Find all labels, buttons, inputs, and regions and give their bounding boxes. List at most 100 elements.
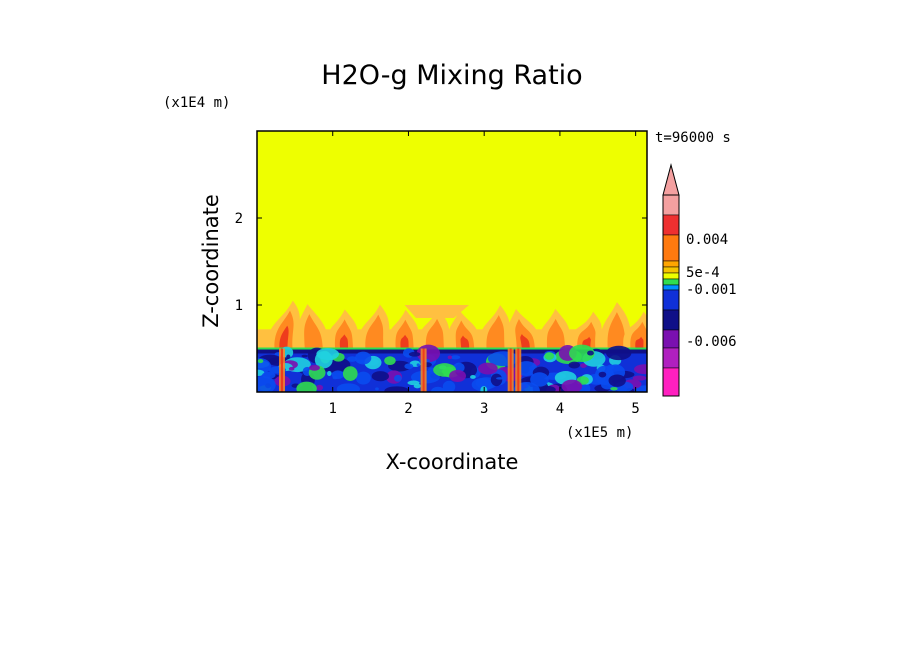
field-blotch: [587, 350, 594, 356]
field-blotch: [371, 371, 389, 382]
colorbar-frame: [662, 194, 680, 397]
plume-core: [274, 310, 294, 349]
field-blotch: [632, 375, 647, 381]
x-axis-label: X-coordinate: [386, 450, 519, 474]
field-blotch: [296, 381, 317, 392]
field-blotch: [416, 363, 420, 367]
field-blotch: [605, 345, 632, 361]
colorbar-segment: [662, 347, 680, 369]
y-axis-label: Z-coordinate: [199, 194, 223, 328]
layer-boundary: [257, 347, 647, 350]
plume-core: [635, 336, 644, 349]
colorbar-label-0: 0.004: [686, 232, 728, 248]
colorbar-segment: [662, 329, 680, 349]
chart-title: H2O-g Mixing Ratio: [321, 60, 582, 91]
colorbar-label-3: -0.006: [686, 334, 737, 350]
field-blotch: [442, 380, 456, 392]
plot-area: [256, 130, 648, 393]
plume-core: [607, 312, 626, 349]
plume-core: [546, 318, 566, 349]
x-tick-label: 3: [480, 401, 488, 417]
field-blotch: [496, 377, 504, 380]
field-blotch: [257, 376, 276, 392]
plume-core: [460, 335, 470, 349]
y-tick-label: 1: [235, 298, 243, 314]
field-blotch: [394, 374, 402, 382]
colorbar-segment: [662, 266, 680, 274]
field-blotch: [561, 379, 583, 392]
field-blotch: [598, 371, 607, 378]
field-blotch: [447, 355, 452, 360]
field-blotch: [408, 351, 421, 357]
plume-core: [395, 319, 414, 349]
plume-plateau: [404, 305, 470, 319]
field-blotch: [413, 383, 422, 389]
plot-frame: [256, 130, 648, 393]
field-blotch: [384, 356, 396, 366]
plume-core: [515, 319, 535, 349]
y-tick-label: 2: [235, 211, 243, 227]
field-blotch: [327, 370, 332, 377]
warm-streak: [509, 348, 512, 392]
field-blotch: [347, 356, 358, 362]
x-scale-label: (x1E5 m): [566, 425, 633, 441]
colorbar-arrow: [662, 163, 680, 196]
colorbar-segment: [662, 309, 680, 331]
plume-core: [279, 325, 289, 349]
field-blotch: [478, 362, 498, 375]
field-blotch: [427, 367, 435, 372]
field-blotch: [404, 363, 414, 370]
field-blotch: [569, 344, 595, 362]
colorbar-segment: [662, 260, 680, 268]
x-tick-label: 2: [404, 401, 412, 417]
plume-core: [455, 320, 475, 349]
field-blotch: [355, 351, 372, 365]
colorbar-segment: [662, 289, 680, 311]
field-blotch: [449, 369, 467, 383]
field-blotch: [336, 383, 360, 392]
y-scale-label: (x1E4 m): [163, 95, 230, 111]
colorbar-label-1: 5e-4: [686, 265, 720, 281]
field-blotch: [634, 364, 647, 375]
field-blotch: [471, 378, 493, 392]
colorbar-segment: [662, 272, 680, 280]
plume-core: [486, 315, 505, 349]
plume-core: [339, 334, 349, 349]
field-blotch: [315, 384, 324, 391]
colorbar-labels: 0.004 5e-4 -0.001 -0.006: [686, 232, 737, 350]
plume-core: [520, 334, 530, 349]
field-blotch: [355, 371, 371, 385]
plume-core: [577, 321, 596, 349]
field-blotch: [384, 386, 410, 392]
plume-core: [334, 319, 354, 349]
field-blotch: [606, 364, 615, 370]
field-blotch: [544, 352, 555, 360]
field-blotch: [257, 358, 264, 364]
warm-streak: [280, 348, 283, 392]
colorbar-segment: [662, 234, 680, 262]
warm-streak: [517, 348, 520, 392]
x-tick-label: 5: [631, 401, 639, 417]
field-blotch: [308, 364, 320, 371]
x-tick-label: 1: [329, 401, 337, 417]
colorbar-segment: [662, 367, 680, 397]
field-blotch: [450, 355, 461, 360]
warm-streak: [422, 348, 425, 392]
colorbar-label-2: -0.001: [686, 282, 737, 298]
field-blotch: [580, 363, 587, 368]
colorbar-segment: [662, 278, 680, 286]
colorbar-segment: [662, 194, 680, 216]
plume-core: [425, 318, 444, 349]
field-blotch: [490, 373, 503, 387]
field-blotch: [538, 385, 556, 392]
field-blotch: [375, 387, 379, 391]
colorbar-segment: [662, 214, 680, 236]
plume-core: [304, 314, 323, 349]
field-blotch: [314, 351, 333, 369]
field-blotch: [608, 374, 626, 387]
field-blotch: [610, 387, 618, 391]
time-label: t=96000 s: [655, 130, 731, 146]
mixing-ratio-field: [257, 131, 647, 392]
field-blotch: [530, 372, 549, 387]
